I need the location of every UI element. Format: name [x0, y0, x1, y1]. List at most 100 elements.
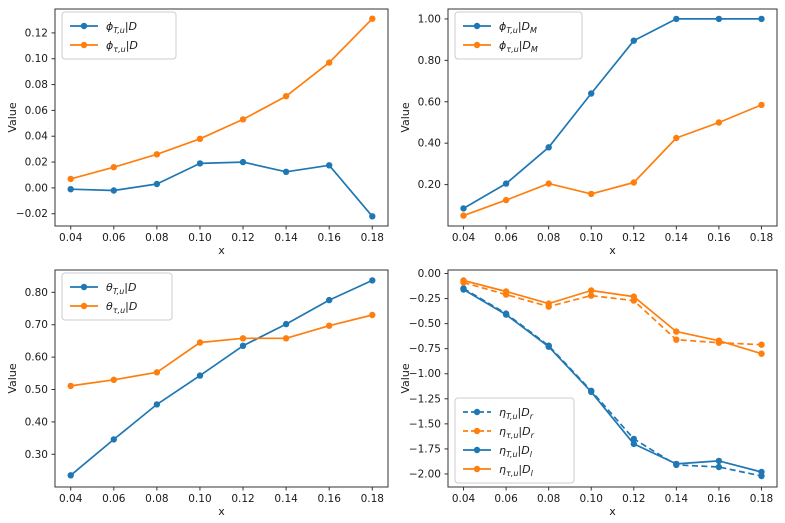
legend-entry-eta_T,u|D_l: ηT,u|Dl: [463, 444, 533, 459]
y-axis-label: Value: [6, 102, 19, 132]
x-tick-label: 0.14: [274, 493, 298, 505]
data-point: [758, 15, 765, 23]
x-tick-label: 0.06: [102, 493, 126, 505]
y-tick-label: 0.60: [418, 96, 441, 108]
legend-label: θτ,u|D: [106, 300, 137, 315]
x-tick-label: 0.16: [707, 232, 731, 244]
y-tick-label: 0.40: [25, 416, 48, 428]
data-point: [545, 343, 552, 350]
legend-entry-eta_tau,u|D_r: ητ,u|Dr: [463, 425, 535, 440]
data-point: [110, 436, 118, 443]
data-point: [715, 463, 723, 471]
y-tick-label: −1.25: [409, 393, 441, 405]
subplot-bottom-left: 0.04 0.06 0.08 0.10 0.12 0.14 0.16 0.18 0.30 0.40…: [0, 261, 392, 523]
x-tick-label: 0.10: [188, 232, 211, 244]
x-tick-label: 0.18: [361, 493, 384, 505]
x-tick-label: 0.12: [231, 493, 254, 505]
data-point: [588, 90, 595, 97]
data-point: [758, 101, 765, 109]
data-point: [758, 468, 765, 476]
x-tick-label: 0.10: [580, 493, 603, 505]
subplot-top-right: 0.04 0.06 0.08 0.10 0.12 0.14 0.16 0.18 0.20 0.40…: [392, 0, 785, 261]
y-tick-label: −1.00: [409, 368, 441, 380]
data-point: [196, 339, 204, 346]
y-tick-label: 0.80: [418, 55, 441, 67]
data-point: [673, 460, 680, 468]
legend-label: ϕτ,u|D: [106, 39, 138, 54]
data-point: [196, 160, 204, 167]
legend-marker-sample: [80, 22, 88, 30]
x-tick-label: 0.18: [361, 232, 384, 244]
data-point: [673, 134, 680, 142]
data-point: [758, 341, 765, 348]
data-point: [67, 472, 74, 479]
y-tick-label: −0.25: [409, 293, 441, 305]
x-tick-label: 0.06: [494, 493, 518, 505]
subplot-top-left: 0.04 0.06 0.08 0.10 0.12 0.14 0.16 0.18 −0.02 0.0…: [0, 0, 392, 261]
legend-entry-eta_T,u|D_r: ηT,u|Dr: [463, 406, 534, 421]
y-tick-label: −1.75: [409, 443, 441, 455]
legend-label: θT,u|D: [106, 281, 137, 296]
data-point: [196, 135, 204, 142]
x-tick-label: 0.08: [145, 232, 168, 244]
x-tick-label: 0.10: [188, 493, 211, 505]
x-tick-label: 0.14: [665, 493, 689, 505]
data-point: [239, 116, 247, 123]
legend-box: [454, 11, 583, 60]
legend-marker-sample: [473, 427, 481, 435]
chart-svg-top-left: 0.04 0.06 0.08 0.10 0.12 0.14 0.16 0.18 −0.02 0.0…: [6, 8, 389, 257]
data-point: [460, 286, 467, 293]
axes-frame: [54, 269, 389, 488]
subplot-bottom-right: 0.04 0.06 0.08 0.10 0.12 0.14 0.16 0.18 0.00 −0.2…: [392, 261, 785, 523]
x-tick-label: 0.04: [59, 493, 83, 505]
y-tick-label: 0.60: [25, 352, 48, 364]
legend-label: ητ,u|Dr: [499, 425, 535, 440]
x-tick-label: 0.16: [318, 493, 342, 505]
data-point: [588, 190, 595, 198]
x-tick-label: 0.16: [318, 232, 342, 244]
series-line-theta_T,u|D: [70, 279, 373, 476]
legend-marker-sample: [473, 446, 481, 454]
series-line-eta_tau,u|D_r: [463, 281, 762, 346]
data-point: [369, 213, 376, 220]
x-tick-label: 0.04: [452, 232, 476, 244]
data-point: [673, 328, 680, 335]
legend-label: ϕτ,u|DM: [499, 39, 538, 54]
series-markers-phi_T,u|D: [67, 158, 376, 220]
axes-frame: [447, 269, 778, 488]
data-point: [715, 337, 723, 344]
x-tick-label: 0.12: [622, 493, 645, 505]
data-point: [460, 212, 467, 219]
y-tick-label: 0.20: [418, 179, 441, 191]
data-point: [545, 180, 552, 187]
x-tick-label: 0.04: [452, 493, 476, 505]
x-tick-label: 0.12: [231, 232, 254, 244]
y-tick-label: −0.02: [16, 208, 48, 220]
chart-svg-bottom-left: 0.04 0.06 0.08 0.10 0.12 0.14 0.16 0.18 0.30 0.40…: [6, 269, 389, 518]
legend-entry-theta_tau,u|D: θτ,u|D: [70, 300, 137, 315]
data-point: [239, 335, 247, 342]
x-tick-label: 0.10: [580, 232, 603, 244]
y-tick-label: 0.12: [25, 27, 48, 39]
y-tick-label: 0.00: [418, 268, 441, 280]
series-markers-theta_T,u|D: [67, 277, 376, 479]
data-point: [110, 376, 118, 383]
x-tick-label: 0.14: [665, 232, 689, 244]
series-line-phi_T,u|D_M: [463, 18, 762, 210]
legend-entry-phi_tau,u|D_M: ϕτ,u|DM: [463, 39, 538, 54]
axes-frame: [54, 8, 389, 227]
x-tick-label: 0.08: [537, 232, 560, 244]
data-point: [630, 440, 637, 448]
legend-marker-sample: [473, 465, 481, 473]
data-point: [460, 205, 467, 212]
y-axis-label: Value: [6, 363, 19, 393]
data-point: [369, 311, 376, 319]
legend-box: [454, 397, 575, 484]
data-point: [502, 311, 510, 318]
x-tick-label: 0.14: [274, 232, 298, 244]
data-point: [67, 175, 74, 183]
legend-entry-eta_tau,u|D_l: ητ,u|Dl: [463, 463, 534, 478]
data-point: [110, 164, 118, 171]
x-tick-label: 0.18: [750, 232, 773, 244]
data-point: [545, 144, 552, 151]
